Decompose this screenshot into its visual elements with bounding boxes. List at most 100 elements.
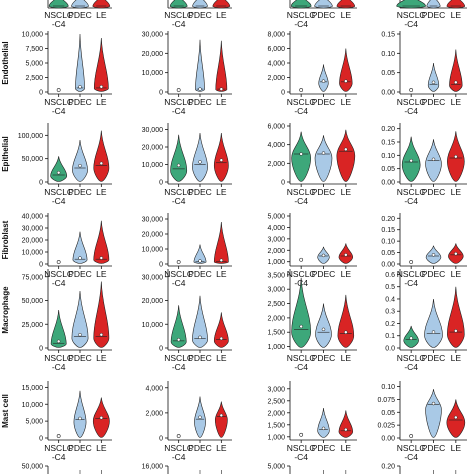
panel-2: 1,000 1,500 2,000 2,500 3,000 NSCLC-C4 PDEC LE <box>267 381 357 462</box>
violin <box>424 298 443 348</box>
y-tick-label: 0 <box>159 436 163 443</box>
row-label: Endothelial <box>1 41 10 84</box>
mean-point <box>321 151 326 155</box>
y-tick-label: 0 <box>281 90 285 97</box>
y-tick-label: 0.3 <box>385 309 395 316</box>
y-tick-label: 15,000 <box>22 385 44 392</box>
mean-point <box>99 85 104 89</box>
mean-point <box>431 330 436 334</box>
single-point <box>299 432 304 437</box>
panel-3: 0.00 0.05 0.10 0.15 NSCLC-C4 PDEC LE <box>381 31 467 116</box>
category-label: LE <box>341 187 352 197</box>
mean-point <box>344 147 348 152</box>
category-label: NSCLC <box>164 10 193 20</box>
violin <box>336 0 356 9</box>
y-tick-label: 20,000 <box>142 51 164 58</box>
violin <box>169 0 188 9</box>
violin <box>73 390 87 438</box>
y-tick-label: 0.1 <box>385 333 395 340</box>
category-label: -C4 <box>294 19 308 29</box>
violin <box>314 0 333 9</box>
mean-point <box>219 258 224 262</box>
y-tick-label: 2,000 <box>267 161 285 168</box>
y-tick-label: 2,000 <box>267 248 285 255</box>
y-tick-label: 6,000 <box>267 46 285 53</box>
y-tick-label: 100,000 <box>18 133 43 140</box>
y-tick-label: 2,500 <box>25 75 43 82</box>
category-label: PDEC <box>422 10 446 20</box>
y-tick-label: 0.05 <box>381 166 395 173</box>
violin <box>212 0 231 9</box>
violin <box>290 0 312 9</box>
mean-point <box>431 80 436 85</box>
violin <box>48 0 69 9</box>
category-label: -C4 <box>294 196 308 206</box>
violin <box>213 312 229 348</box>
y-tick-label: 0.05 <box>381 250 395 257</box>
category-label: NSCLC <box>397 353 426 363</box>
category-label: LE <box>341 269 352 279</box>
y-tick-label: 10,000 <box>142 162 164 169</box>
category-label: PDEC <box>312 187 336 197</box>
y-tick-label: 3,000 <box>267 386 285 393</box>
category-label: PDEC <box>68 269 92 279</box>
panel-2: 0 2,000 4,000 6,000 NSCLC-C4 PDEC LE <box>267 123 357 206</box>
category-label: -C4 <box>404 278 418 288</box>
mean-point <box>321 327 326 332</box>
category-label: LE <box>96 187 107 197</box>
y-tick-label: 4,000 <box>267 225 285 232</box>
y-tick-label: 7,500 <box>25 46 43 53</box>
category-label: PDEC <box>188 269 212 279</box>
y-tick-label: 30,000 <box>142 32 164 39</box>
y-tick-label: 0.15 <box>381 140 395 147</box>
y-tick-label: 2,500 <box>267 398 285 405</box>
y-tick-label: 0 <box>159 346 163 353</box>
category-label: -C4 <box>52 278 66 288</box>
category-label: NSCLC <box>287 10 316 20</box>
category-label: -C4 <box>294 362 308 372</box>
category-label: PDEC <box>68 443 92 453</box>
category-label: LE <box>341 97 352 107</box>
y-tick-label: 50,000 <box>22 298 44 305</box>
violin <box>337 294 355 348</box>
violin <box>192 295 208 348</box>
category-label: -C4 <box>52 452 66 462</box>
category-label: LE <box>451 353 462 363</box>
category-label: LE <box>451 443 462 453</box>
row-label: Macrophage <box>1 286 10 334</box>
row-label: Epithelial <box>1 136 10 172</box>
mean-point <box>56 170 61 175</box>
category-label: -C4 <box>52 19 66 29</box>
y-tick-label: 0.00 <box>381 436 395 443</box>
category-label: LE <box>96 269 107 279</box>
y-tick-label: 30,000 <box>142 127 164 134</box>
y-tick-label: 0.2 <box>385 321 395 328</box>
category-label: LE <box>216 97 227 107</box>
category-label: PDEC <box>68 10 92 20</box>
mean-point <box>78 163 82 168</box>
y-tick-label: 2,000 <box>267 410 285 417</box>
mean-point <box>78 332 82 337</box>
y-tick-label: 16,000 <box>142 464 164 471</box>
mean-point <box>56 339 61 344</box>
mean-point <box>198 87 202 91</box>
y-tick-label: 0 <box>159 90 163 97</box>
y-tick-label: 2,000 <box>267 75 285 82</box>
y-tick-label: 10,000 <box>22 32 44 39</box>
category-label: NSCLC <box>44 269 73 279</box>
y-tick-label: 0.10 <box>381 51 395 58</box>
violin <box>425 389 442 438</box>
y-tick-label: 50,000 <box>22 464 44 471</box>
single-point <box>299 257 304 262</box>
mean-point <box>321 426 326 431</box>
category-label: NSCLC <box>164 187 193 197</box>
category-label: PDEC <box>68 187 92 197</box>
y-tick-label: 5,000 <box>25 419 43 426</box>
